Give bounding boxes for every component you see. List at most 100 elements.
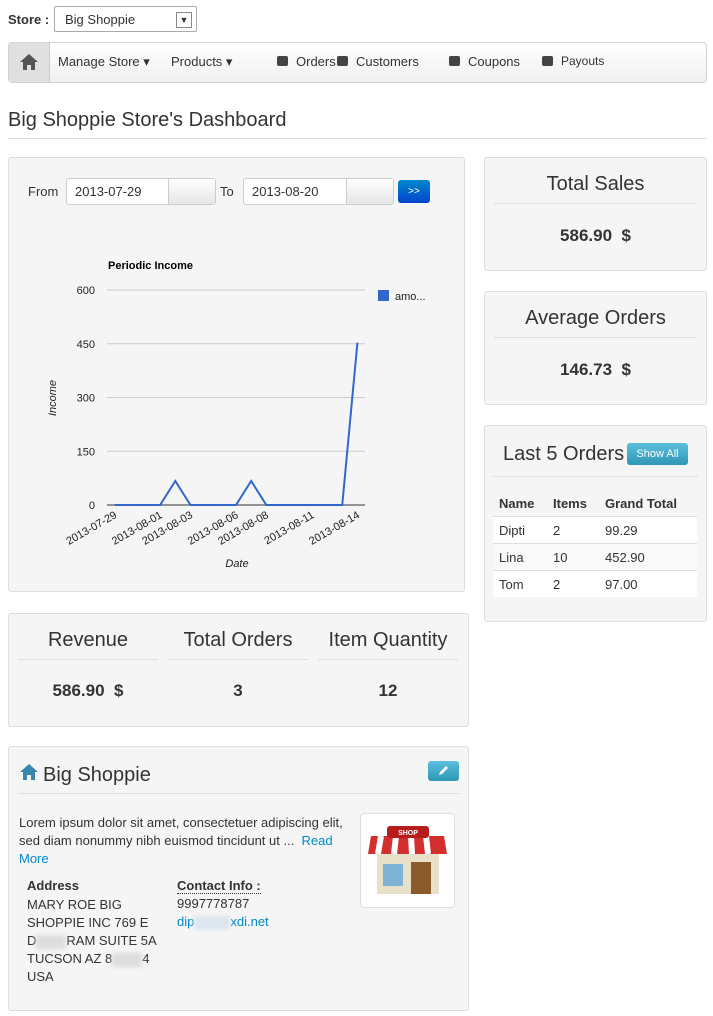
y-tick-label: 600 (77, 285, 95, 297)
y-axis-label: Income (47, 380, 59, 416)
x-tick-label: 2013-07-29 (64, 509, 119, 548)
table-cell: Tom (499, 577, 524, 592)
divider (494, 203, 697, 204)
nav-item[interactable]: Products ▾ (171, 54, 233, 69)
home-icon (20, 54, 38, 70)
address-part: SHOPPIE INC 769 E (27, 915, 149, 930)
nav-item[interactable]: Orders (296, 54, 336, 69)
navbar (8, 42, 707, 83)
table-cell: 99.29 (605, 523, 638, 538)
stat-value: 12 (318, 681, 458, 701)
stat-label: Item Quantity (328, 629, 448, 651)
table-cell: Lina (499, 550, 524, 565)
address-line: USA (27, 968, 157, 986)
redacted (112, 952, 143, 967)
nav-icon (449, 56, 460, 66)
summary-panel (484, 157, 707, 271)
summary-value: 586.90 $ (484, 226, 707, 246)
address-line: MARY ROE BIG (27, 896, 157, 914)
nav-item[interactable]: Manage Store ▾ (58, 54, 150, 69)
nav-item[interactable]: Customers (356, 54, 419, 69)
store-select[interactable]: Big Shoppie ▼ (54, 6, 197, 32)
divider (168, 659, 308, 660)
nav-item[interactable]: Coupons (468, 54, 521, 69)
x-tick-label: 2013-08-14 (307, 509, 362, 548)
y-tick-label: 0 (89, 500, 95, 512)
value: 3 (233, 681, 243, 700)
table-row: Lina 10 452.90 (493, 543, 697, 570)
to-date[interactable]: 2013-08-20 (243, 178, 394, 205)
value: 586.90 (52, 681, 105, 700)
apply-button[interactable]: >> (398, 180, 430, 203)
y-tick-label: 450 (77, 339, 95, 351)
edit-button[interactable] (428, 761, 459, 781)
y-tick-label: 150 (77, 446, 95, 458)
table-cell: 10 (553, 550, 568, 565)
x-axis-label: Date (225, 558, 248, 570)
to-label: To (220, 184, 234, 199)
store-panel: Big Shoppie Lorem ipsum dolor sit amet, … (8, 746, 469, 1011)
legend-label: amo... (395, 291, 426, 303)
chart-panel: From 2013-07-29 To 2013-08-20 >> (8, 157, 465, 592)
column-header: Grand Total (605, 496, 677, 511)
value: 586.90 (560, 226, 613, 245)
address-part: TUCSON AZ 8 (27, 951, 113, 966)
divider (8, 138, 707, 139)
table-cell: 2 (553, 523, 561, 538)
table-cell: Dipti (499, 523, 526, 538)
redacted (194, 915, 231, 930)
divider (318, 659, 458, 660)
legend-swatch (378, 290, 389, 301)
divider (493, 476, 698, 477)
store-name: Big Shoppie (43, 764, 151, 786)
chart: Periodic Income 0 150 300 450 600 Income Date 20… (47, 260, 426, 570)
x-tick-label: 2013-08-11 (262, 509, 316, 547)
stat-label: Total Orders (183, 629, 293, 651)
table-row: Dipti 2 99.29 (493, 516, 697, 543)
page-title: Big Shoppie Store's Dashboard (8, 109, 287, 131)
address: MARY ROE BIG SHOPPIE INC 769 E D RAM SUITE … (27, 896, 157, 986)
stat-value: 586.90 $ (18, 681, 158, 701)
orders-table: Name Items Grand Total Dipti 2 99.29 Lina 10 452… (493, 490, 697, 597)
from-label: From (28, 184, 59, 199)
address-part: D (27, 933, 37, 948)
store-select-value: Big Shoppie (65, 12, 136, 27)
stats-panel (8, 613, 469, 727)
column-header: Name (499, 496, 535, 511)
nav-icon (277, 56, 288, 66)
value: 12 (378, 681, 398, 700)
last-orders-panel: Last 5 Orders Show All Name Items Grand To… (484, 425, 707, 622)
nav-item[interactable]: Payouts (561, 54, 605, 68)
address-part: 4 (142, 951, 150, 966)
table-header: Name Items Grand Total (493, 490, 697, 516)
address-line: D RAM SUITE 5A (27, 932, 157, 950)
from-date[interactable]: 2013-07-29 (66, 178, 216, 205)
calendar-button[interactable] (168, 179, 215, 204)
dropdown-arrow: ▼ (176, 12, 192, 28)
nav-icon (337, 56, 348, 66)
show-all-button[interactable]: Show All (627, 443, 688, 465)
email-part: dip (177, 914, 195, 929)
stat-label: Revenue (47, 629, 129, 651)
unit: $ (621, 226, 631, 245)
summary-value: 146.73 $ (484, 360, 707, 380)
description: Lorem ipsum dolor sit amet, consectetuer… (19, 814, 354, 868)
divider (494, 337, 697, 338)
table-cell: 452.90 (605, 550, 645, 565)
address-part: MARY ROE BIG (27, 897, 122, 912)
shop-sign: SHOP (398, 830, 418, 837)
read-more-link[interactable]: Read More (19, 833, 333, 866)
panel-title: Last 5 Orders (503, 443, 625, 465)
redacted (36, 934, 67, 949)
chart-title: Periodic Income (108, 260, 193, 272)
store-image: SHOP (360, 813, 455, 908)
to-value: 2013-08-20 (252, 184, 319, 199)
nav-icon (542, 56, 553, 66)
table-cell: 2 (553, 577, 561, 592)
description-text: Lorem ipsum dolor sit amet, consectetuer… (19, 815, 343, 848)
email-link[interactable]: dip xdi.net (177, 914, 269, 930)
calendar-button[interactable] (346, 179, 393, 204)
table-row: Tom 2 97.00 (493, 570, 697, 597)
home-button[interactable] (9, 43, 50, 82)
